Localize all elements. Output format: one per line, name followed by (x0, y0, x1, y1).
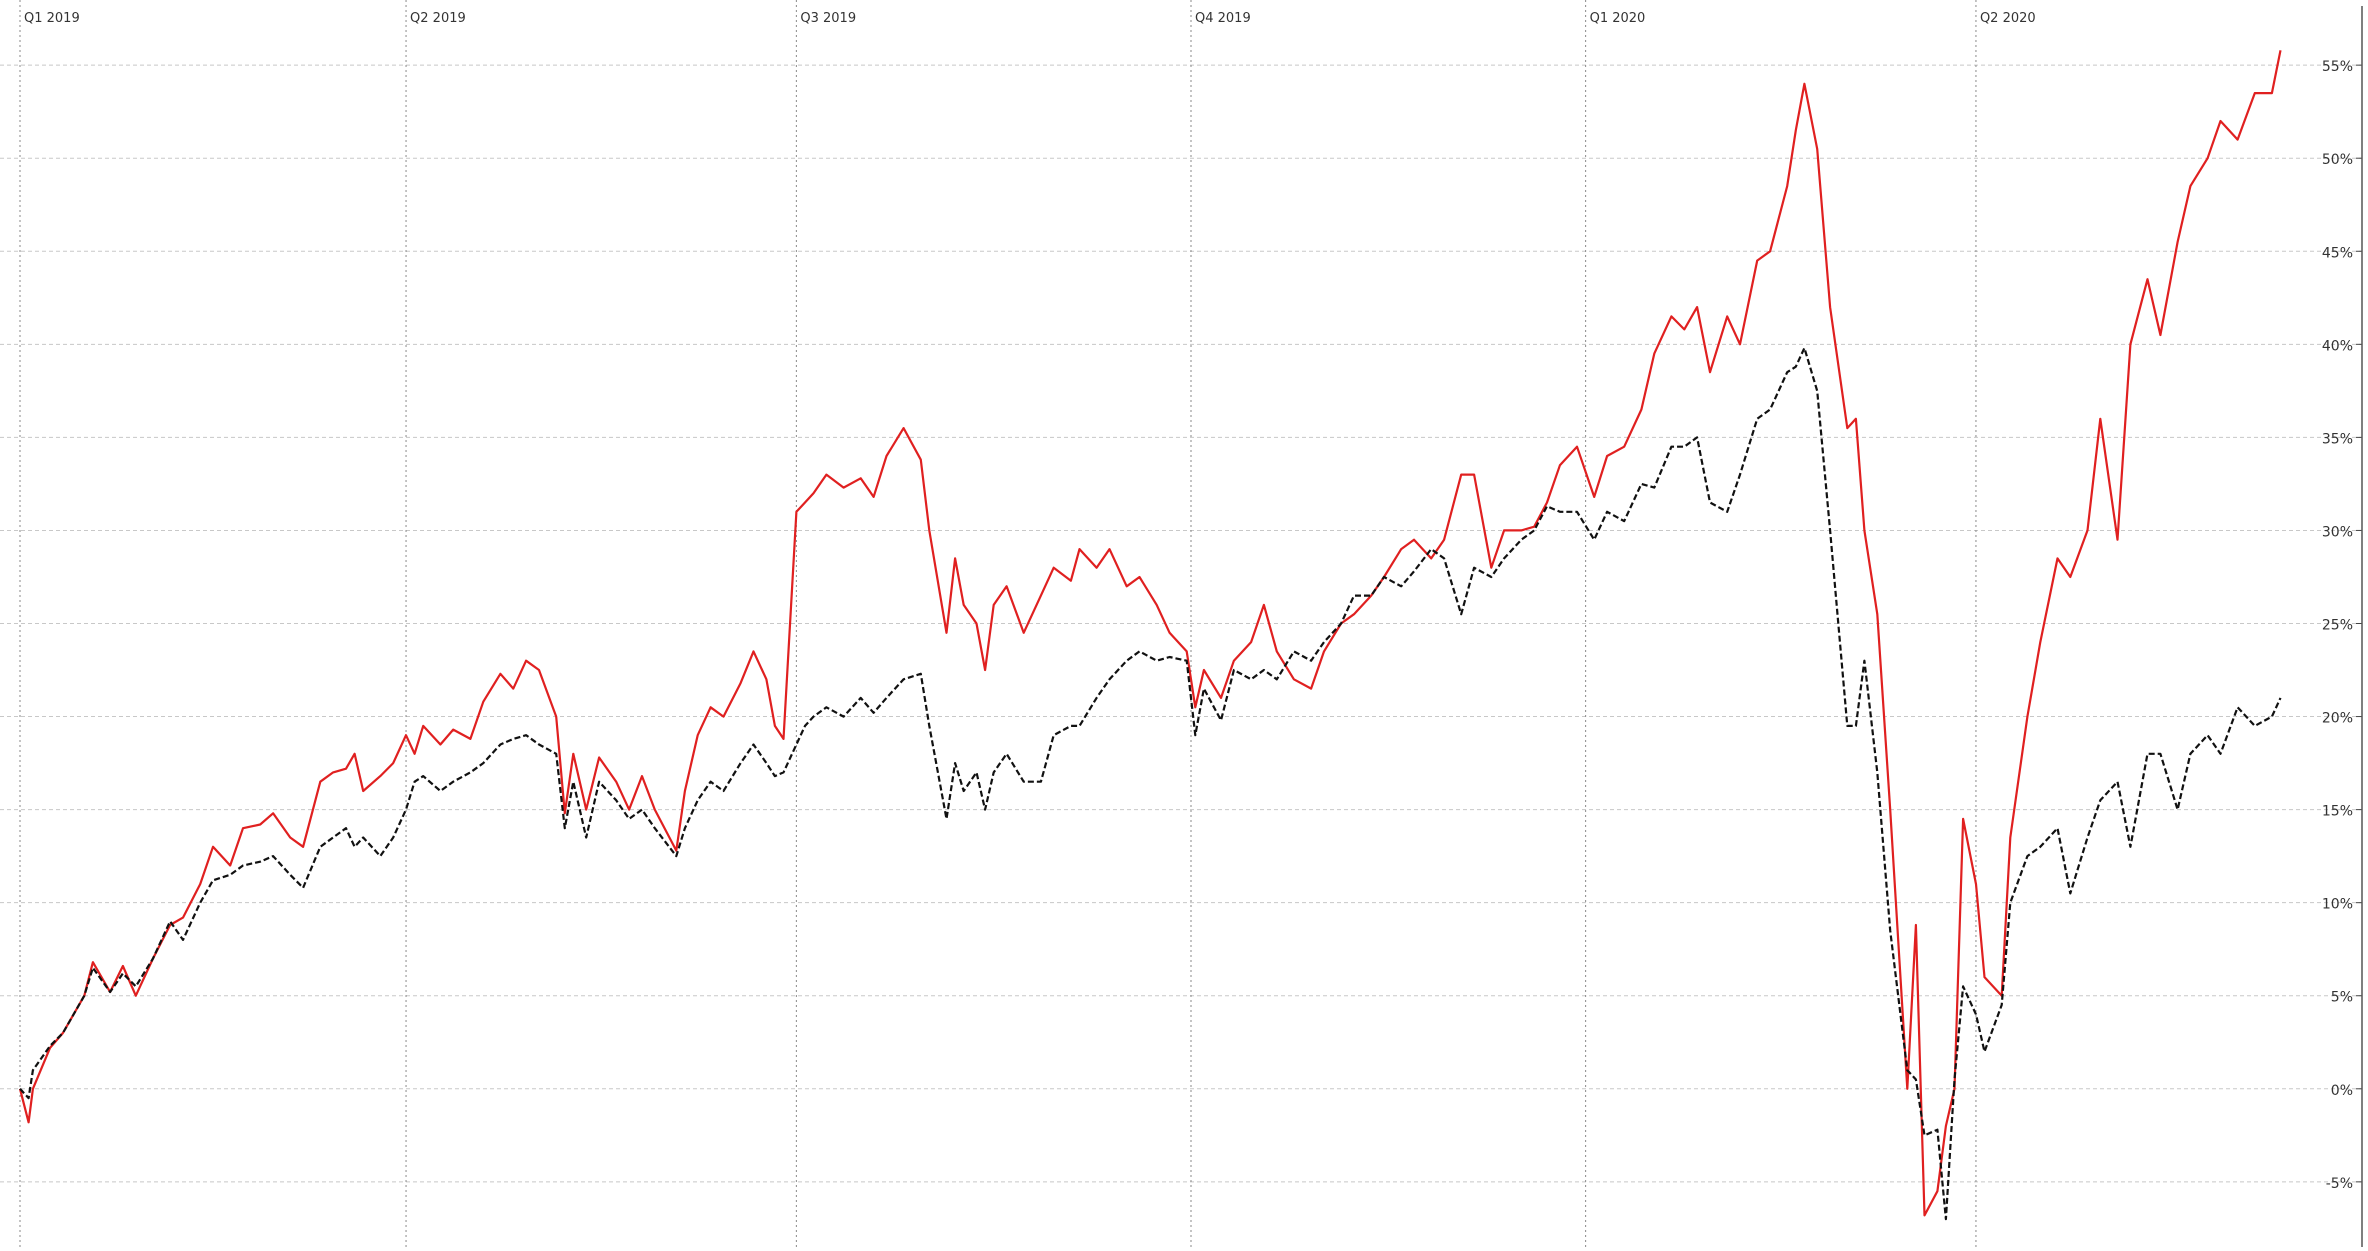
y-tick-label-10: 45% (2322, 245, 2353, 261)
horizontal-gridlines (0, 64, 2362, 1183)
quarter-label-2: Q3 2019 (800, 11, 856, 26)
y-tick-label-7: 30% (2322, 524, 2353, 540)
series-line-0 (18, 50, 2282, 1217)
y-tick-label-1: 0% (2331, 1083, 2353, 1099)
quarter-label-5: Q2 2020 (1980, 11, 2036, 26)
y-tick-label-0: -5% (2326, 1176, 2353, 1192)
y-tick-label-2: 5% (2331, 990, 2353, 1006)
quarter-label-1: Q2 2019 (410, 11, 466, 26)
y-tick-label-5: 20% (2322, 711, 2353, 727)
y-tick-label-11: 50% (2322, 152, 2353, 168)
y-tick-label-6: 25% (2322, 618, 2353, 634)
y-tick-label-8: 35% (2322, 431, 2353, 447)
quarter-label-4: Q1 2020 (1590, 11, 1646, 26)
y-tick-label-3: 10% (2322, 897, 2353, 913)
quarter-label-3: Q4 2019 (1195, 11, 1251, 26)
y-tick-label-9: 40% (2322, 338, 2353, 354)
quarter-label-0: Q1 2019 (24, 11, 80, 26)
y-tick-label-12: 55% (2322, 59, 2353, 75)
quarter-labels: Q1 2019 Q2 2019 Q3 2019 Q4 2019 Q1 2020 Q2 20… (24, 11, 2036, 26)
series-line-1 (19, 346, 2282, 1221)
y-tick-label-4: 15% (2322, 804, 2353, 820)
y-axis: -5% 0% 5% 10% 15% 20% 25% 30% 35% 40% 45% 50% 55% (2322, 6, 2363, 1247)
series-lines (18, 50, 2282, 1221)
